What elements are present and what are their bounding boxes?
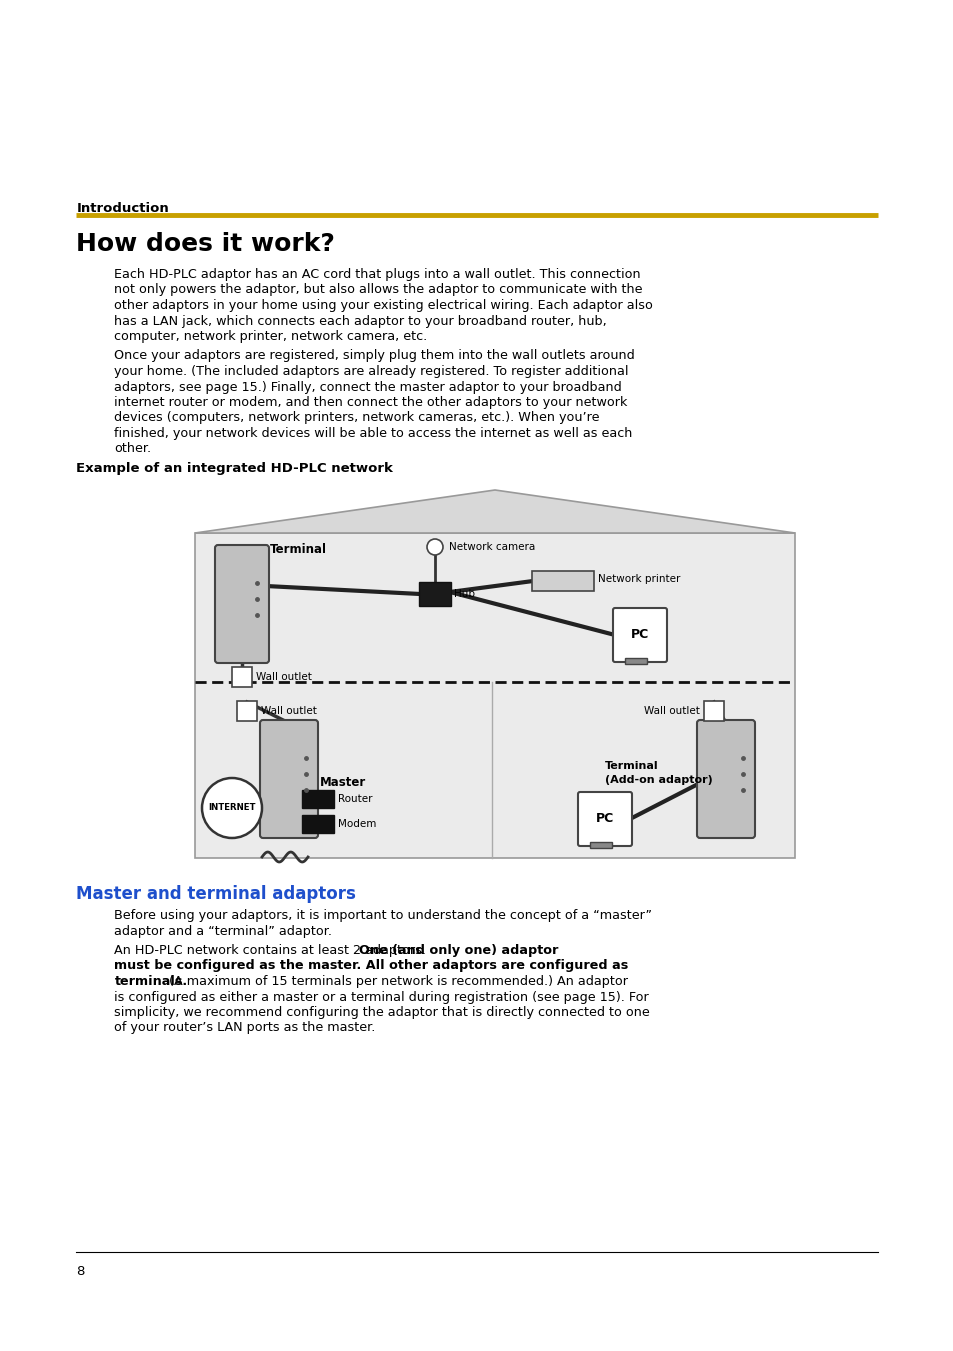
FancyBboxPatch shape xyxy=(532,571,594,590)
FancyBboxPatch shape xyxy=(214,544,269,663)
Text: adaptor and a “terminal” adaptor.: adaptor and a “terminal” adaptor. xyxy=(114,924,333,938)
Text: Network camera: Network camera xyxy=(449,542,535,553)
Polygon shape xyxy=(194,534,794,858)
Text: not only powers the adaptor, but also allows the adaptor to communicate with the: not only powers the adaptor, but also al… xyxy=(114,284,642,296)
Text: Terminal
(Add-on adaptor): Terminal (Add-on adaptor) xyxy=(604,761,712,785)
Text: of your router’s LAN ports as the master.: of your router’s LAN ports as the master… xyxy=(114,1021,375,1035)
FancyBboxPatch shape xyxy=(613,608,666,662)
Text: Wall outlet: Wall outlet xyxy=(643,707,700,716)
Text: Router: Router xyxy=(337,794,372,804)
Text: PC: PC xyxy=(630,628,648,642)
Text: An HD-PLC network contains at least 2 adaptors.: An HD-PLC network contains at least 2 ad… xyxy=(114,944,430,957)
Text: other adaptors in your home using your existing electrical wiring. Each adaptor : other adaptors in your home using your e… xyxy=(114,299,653,312)
Text: Before using your adaptors, it is important to understand the concept of a “mast: Before using your adaptors, it is import… xyxy=(114,909,652,921)
Text: Master: Master xyxy=(319,777,366,789)
Text: simplicity, we recommend configuring the adaptor that is directly connected to o: simplicity, we recommend configuring the… xyxy=(114,1006,650,1019)
Text: Wall outlet: Wall outlet xyxy=(255,671,312,682)
FancyBboxPatch shape xyxy=(418,582,451,607)
Text: is configured as either a master or a terminal during registration (see page 15): is configured as either a master or a te… xyxy=(114,990,649,1004)
Text: computer, network printer, network camera, etc.: computer, network printer, network camer… xyxy=(114,330,427,343)
FancyBboxPatch shape xyxy=(260,720,317,838)
Text: Hub: Hub xyxy=(454,589,475,598)
FancyBboxPatch shape xyxy=(697,720,754,838)
Text: Network printer: Network printer xyxy=(598,574,679,584)
Text: has a LAN jack, which connects each adaptor to your broadband router, hub,: has a LAN jack, which connects each adap… xyxy=(114,315,607,327)
Text: How does it work?: How does it work? xyxy=(76,232,335,255)
Text: One (and only one) adaptor: One (and only one) adaptor xyxy=(359,944,558,957)
Text: (A maximum of 15 terminals per network is recommended.) An adaptor: (A maximum of 15 terminals per network i… xyxy=(165,975,628,988)
Polygon shape xyxy=(194,490,794,534)
FancyBboxPatch shape xyxy=(578,792,631,846)
Text: INTERNET: INTERNET xyxy=(208,804,255,812)
Text: PC: PC xyxy=(596,812,614,825)
FancyBboxPatch shape xyxy=(232,667,252,688)
FancyBboxPatch shape xyxy=(589,842,612,848)
Text: adaptors, see page 15.) Finally, connect the master adaptor to your broadband: adaptors, see page 15.) Finally, connect… xyxy=(114,381,621,393)
Text: Introduction: Introduction xyxy=(76,203,169,215)
Text: other.: other. xyxy=(114,443,152,455)
Text: Master and terminal adaptors: Master and terminal adaptors xyxy=(76,885,355,902)
Text: Example of an integrated HD-PLC network: Example of an integrated HD-PLC network xyxy=(76,462,393,476)
Text: Each HD-PLC adaptor has an AC cord that plugs into a wall outlet. This connectio: Each HD-PLC adaptor has an AC cord that … xyxy=(114,267,640,281)
FancyBboxPatch shape xyxy=(302,815,334,834)
Text: must be configured as the master. All other adaptors are configured as: must be configured as the master. All ot… xyxy=(114,959,628,973)
FancyBboxPatch shape xyxy=(624,658,646,663)
Text: devices (computers, network printers, network cameras, etc.). When you’re: devices (computers, network printers, ne… xyxy=(114,412,599,424)
Text: finished, your network devices will be able to access the internet as well as ea: finished, your network devices will be a… xyxy=(114,427,632,440)
Text: your home. (The included adaptors are already registered. To register additional: your home. (The included adaptors are al… xyxy=(114,365,628,378)
Text: terminals.: terminals. xyxy=(114,975,188,988)
FancyBboxPatch shape xyxy=(302,790,334,808)
Text: Modem: Modem xyxy=(337,819,376,830)
Text: Wall outlet: Wall outlet xyxy=(261,707,316,716)
Circle shape xyxy=(427,539,442,555)
Text: Once your adaptors are registered, simply plug them into the wall outlets around: Once your adaptors are registered, simpl… xyxy=(114,350,635,362)
Circle shape xyxy=(202,778,262,838)
Text: Terminal: Terminal xyxy=(270,543,327,557)
FancyBboxPatch shape xyxy=(703,701,723,721)
Text: internet router or modem, and then connect the other adaptors to your network: internet router or modem, and then conne… xyxy=(114,396,627,409)
FancyBboxPatch shape xyxy=(236,701,256,721)
Text: 8: 8 xyxy=(76,1265,85,1278)
